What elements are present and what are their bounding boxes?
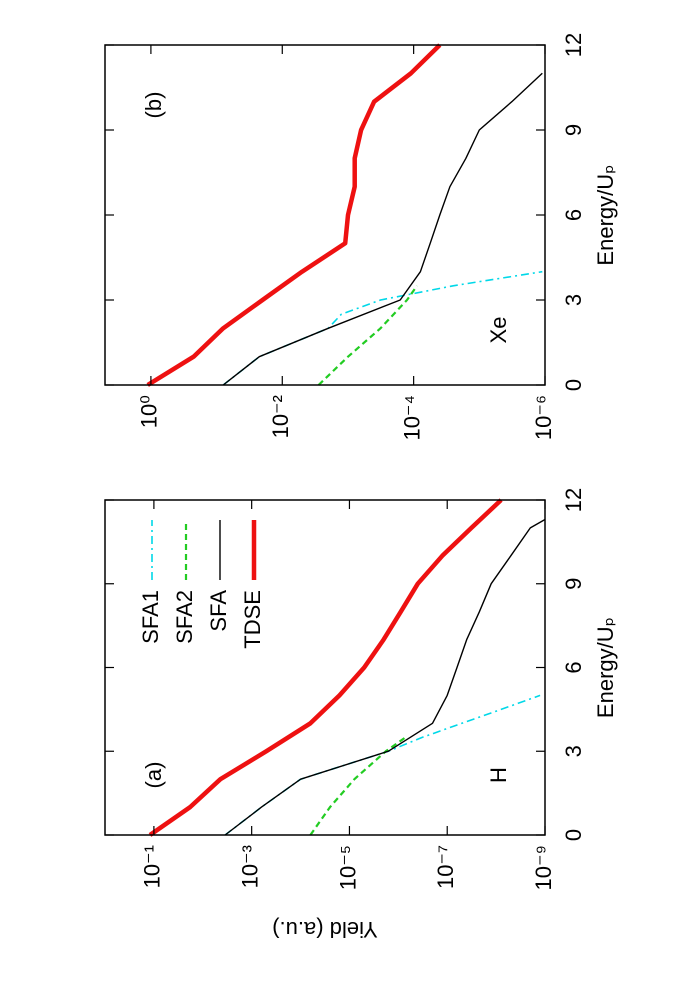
data-line — [317, 285, 418, 386]
x-tick-label: 0 — [561, 379, 586, 391]
x-tick-label: 3 — [561, 294, 586, 306]
data-line — [222, 270, 543, 386]
annotation: (a) — [141, 762, 166, 789]
x-tick-label: 9 — [561, 124, 586, 136]
x-tick-label: 6 — [561, 209, 586, 221]
y-tick-label: 10⁻¹ — [140, 845, 165, 888]
x-axis-title: Energy/Uₚ — [593, 617, 618, 718]
y-axis-title: Yield (a.u.) — [272, 917, 378, 942]
plot-frame — [104, 499, 546, 836]
x-tick-label: 9 — [561, 578, 586, 590]
y-tick-label: 10⁻⁷ — [433, 845, 458, 889]
x-tick-label: 12 — [561, 33, 586, 57]
y-tick-label: 10⁻⁹ — [531, 845, 556, 891]
data-line — [222, 72, 543, 386]
legend-label: SFA1 — [138, 590, 163, 644]
data-line — [224, 518, 546, 836]
data-line — [309, 736, 407, 836]
annotation: Xe — [486, 317, 511, 344]
data-line — [224, 694, 541, 836]
x-tick-label: 3 — [561, 745, 586, 757]
rotated-figure: 0 3 6 9 12 10⁻¹ 10⁻³ 10⁻⁵ 10⁻⁷ 10⁻⁹ Energy/Uₚ Yield… — [104, 33, 618, 942]
data-line — [146, 43, 442, 387]
x-tick-label: 0 — [561, 829, 586, 841]
annotation: H — [486, 767, 511, 783]
y-tick-label: 10⁻⁴ — [399, 395, 424, 441]
y-tick-label: 10⁻⁵ — [335, 845, 360, 890]
x-tick-label: 12 — [561, 488, 586, 512]
x-axis-title: Energy/Uₚ — [593, 164, 618, 265]
data-line — [148, 498, 503, 837]
legend-label: SFA2 — [172, 590, 197, 644]
y-tick-label: 10⁻⁶ — [531, 395, 556, 440]
plot-frame — [104, 44, 546, 386]
y-tick-label: 10⁰ — [137, 395, 162, 428]
legend-label: TDSE — [240, 590, 265, 649]
legend-label: SFA — [206, 590, 231, 632]
x-tick-label: 6 — [561, 661, 586, 673]
annotation: (b) — [141, 92, 166, 119]
y-tick-label: 10⁻² — [268, 395, 293, 438]
y-tick-label: 10⁻³ — [237, 845, 262, 888]
